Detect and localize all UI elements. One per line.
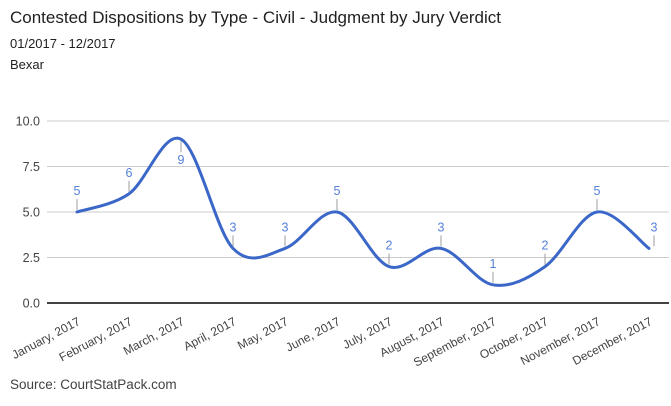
data-point-value-label: 5 [594,184,601,198]
x-axis-category-label: May, 2017 [235,314,291,352]
data-point-value-label: 5 [334,184,341,198]
data-point-value-label: 9 [178,153,185,167]
y-axis-tick-label: 0.0 [23,297,40,311]
chart-county-label: Bexar [10,57,44,72]
y-axis-tick-label: 7.5 [23,160,40,174]
series-line[interactable] [75,136,651,287]
data-point-value-label: 2 [542,239,549,253]
x-axis-category-label: April, 2017 [181,314,239,353]
data-point-value-label: 3 [230,220,237,234]
data-point-value-label: 6 [126,166,133,180]
data-point-value-label: 3 [651,220,658,234]
data-point-value-label: 3 [282,220,289,234]
y-axis-tick-label: 2.5 [23,251,40,265]
data-point-value-label: 1 [490,257,497,271]
data-point-value-label: 5 [74,184,81,198]
chart-title: Contested Dispositions by Type - Civil -… [10,8,502,27]
y-axis-tick-label: 5.0 [23,206,40,220]
y-axis-tick-label: 10.0 [16,115,40,129]
source-attribution: Source: CourtStatPack.com [10,377,177,392]
data-point-value-label: 2 [386,239,393,253]
chart-date-range: 01/2017 - 12/2017 [10,36,116,51]
data-point-value-label: 3 [438,220,445,234]
x-axis-category-label: June, 2017 [283,314,342,354]
